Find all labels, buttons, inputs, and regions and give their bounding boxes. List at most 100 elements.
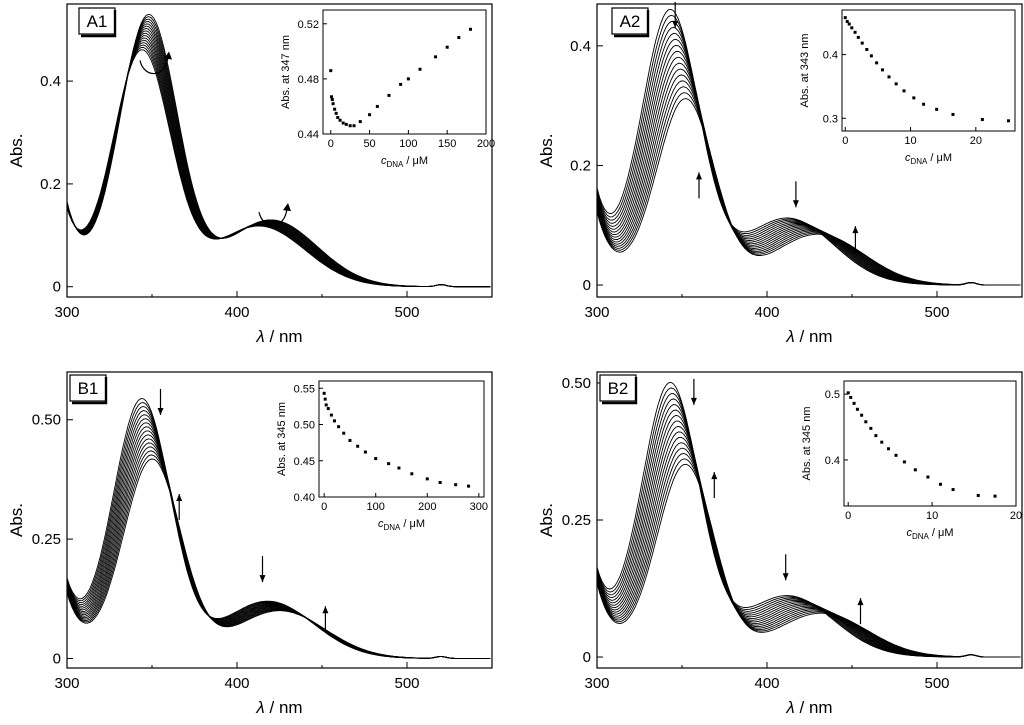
panel-label-box bbox=[599, 374, 637, 402]
inset-point bbox=[341, 121, 345, 125]
x-tick-label: 400 bbox=[754, 675, 779, 692]
inset-point bbox=[855, 407, 859, 411]
inset-y-tick-label: 0.4 bbox=[823, 50, 838, 62]
arrow-head bbox=[283, 203, 291, 212]
inset-point bbox=[894, 453, 898, 457]
plot-frame bbox=[66, 3, 493, 298]
arrow-head bbox=[164, 51, 172, 60]
y-axis-label: Abs. bbox=[537, 133, 556, 167]
inset-point bbox=[425, 477, 429, 481]
inset-x-tick-label: 10 bbox=[926, 510, 938, 522]
panel-B1: 300 400 500 0 0.25 0.50 λ / nm Abs. B1 0 100 200 300… bbox=[7, 371, 493, 717]
inset-y-tick-label: 0.3 bbox=[823, 113, 838, 125]
inset-point bbox=[399, 82, 403, 86]
inset-point bbox=[856, 35, 860, 39]
panel-A1: 300 400 500 0 0.2 0.4 λ / nm Abs. A1 0 50 100 150 200… bbox=[7, 3, 495, 346]
panel-label: A1 bbox=[87, 12, 108, 31]
inset-point bbox=[976, 493, 980, 497]
inset-point bbox=[336, 115, 340, 119]
inset-point bbox=[334, 111, 338, 115]
inset-point bbox=[368, 113, 372, 117]
inset-point bbox=[874, 434, 878, 438]
inset-point bbox=[926, 475, 930, 479]
inset-point bbox=[880, 68, 884, 72]
inset-point bbox=[1006, 119, 1010, 123]
inset-y-axis-label: Abs. at 347 nm bbox=[280, 35, 292, 109]
inset-point bbox=[331, 102, 335, 106]
y-tick-label: 0.50 bbox=[562, 375, 591, 392]
arrow-head bbox=[857, 598, 864, 606]
inset-point bbox=[457, 36, 461, 40]
inset-y-tick-label: 0.40 bbox=[294, 492, 315, 504]
inset-x-axis-label: cDNA / μM bbox=[906, 527, 953, 541]
inset-point bbox=[869, 426, 873, 430]
y-tick-label: 0.50 bbox=[32, 412, 61, 429]
arrow-head bbox=[259, 575, 266, 583]
inset-y-axis-label: Abs. at 345 nm bbox=[276, 402, 288, 476]
inset-point bbox=[938, 482, 942, 486]
inset-x-tick-label: 300 bbox=[470, 501, 488, 513]
inset-point bbox=[344, 122, 348, 126]
inset-point bbox=[438, 481, 442, 484]
inset-x-tick-label: 20 bbox=[1010, 510, 1022, 522]
inset-point bbox=[467, 484, 471, 488]
inset-point bbox=[843, 16, 847, 20]
inset-y-tick-label: 0.48 bbox=[298, 74, 319, 86]
spectra-curves bbox=[596, 8, 1021, 286]
inset-frame bbox=[841, 9, 1016, 132]
spectra-curves bbox=[596, 381, 1021, 658]
inset-point bbox=[434, 55, 438, 59]
inset-x-tick-label: 100 bbox=[399, 138, 417, 150]
inset-point bbox=[352, 124, 356, 128]
inset-point bbox=[330, 98, 334, 102]
x-tick-label: 300 bbox=[584, 675, 609, 692]
curved-trend-arrow bbox=[139, 56, 169, 75]
x-tick-label: 400 bbox=[224, 304, 249, 321]
inset-x-tick-label: 10 bbox=[904, 135, 916, 147]
inset-x-tick-label: 20 bbox=[970, 135, 982, 147]
y-tick-label: 0.2 bbox=[570, 157, 591, 174]
inset-x-tick-label: 150 bbox=[438, 138, 456, 150]
y-axis-label: Abs. bbox=[537, 503, 556, 537]
inset-point bbox=[846, 391, 850, 395]
inset-point bbox=[375, 104, 379, 108]
inset-point bbox=[323, 397, 327, 401]
inset-point bbox=[387, 93, 391, 97]
inset-point bbox=[397, 466, 401, 470]
y-tick-label: 0 bbox=[53, 279, 61, 296]
spectra-curves bbox=[66, 13, 491, 288]
inset-x-tick-label: 200 bbox=[477, 138, 495, 150]
arrow-head bbox=[322, 606, 329, 614]
inset-point bbox=[338, 118, 342, 122]
inset-point bbox=[324, 403, 328, 407]
y-axis-label: Abs. bbox=[7, 133, 26, 167]
inset-point bbox=[410, 472, 414, 476]
inset-x-tick-label: 50 bbox=[363, 138, 375, 150]
panel-label: B1 bbox=[78, 379, 99, 398]
panel-B2: 300 400 500 0 0.25 0.50 λ / nm Abs. B2 0 10 20 0.4 0.… bbox=[537, 371, 1023, 717]
y-tick-label: 0.25 bbox=[32, 531, 61, 548]
inset-point bbox=[850, 26, 854, 30]
arrow-head bbox=[157, 407, 164, 415]
x-tick-label: 500 bbox=[394, 304, 419, 321]
y-tick-label: 0 bbox=[583, 277, 591, 294]
inset-point bbox=[329, 413, 333, 417]
arrow-head bbox=[696, 172, 702, 180]
x-axis-label: λ / nm bbox=[255, 327, 302, 346]
inset-point bbox=[935, 107, 939, 111]
inset-point bbox=[445, 45, 449, 49]
inset-point bbox=[342, 431, 346, 435]
inset-point bbox=[363, 450, 367, 454]
inset-point bbox=[845, 19, 849, 23]
curved-trend-arrow bbox=[258, 208, 288, 226]
inset-y-tick-label: 0.55 bbox=[294, 383, 315, 395]
inset-point bbox=[358, 120, 362, 124]
inset-point bbox=[332, 419, 336, 423]
arrow-head bbox=[792, 200, 799, 208]
x-tick-label: 500 bbox=[924, 675, 949, 692]
inset-point bbox=[902, 89, 906, 93]
x-axis-label: λ / nm bbox=[785, 698, 832, 717]
arrow-head bbox=[690, 397, 697, 405]
y-tick-label: 0.25 bbox=[562, 512, 591, 529]
panel-label: B2 bbox=[608, 379, 629, 398]
